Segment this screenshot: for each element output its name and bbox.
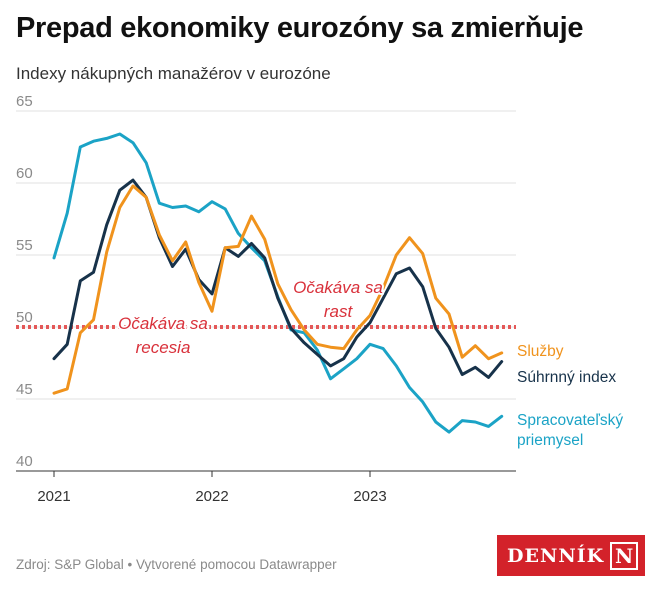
logo-n-mark: N [610,541,639,570]
dennik-n-logo[interactable]: DENNÍK N [497,535,645,576]
x-tick-label: 2022 [195,488,228,505]
x-tick-label: 2021 [37,488,70,505]
series-label: Spracovateľský [517,412,623,429]
chart-subtitle: Indexy nákupných manažérov v eurozóne [16,64,331,83]
source-footer: Zdroj: S&P Global • Vytvorené pomocou Da… [16,557,337,572]
series-label: priemysel [517,432,583,449]
annotation-label: rast [324,302,354,321]
x-tick-label: 2023 [353,488,386,505]
y-tick-label: 50 [16,309,33,326]
y-tick-label: 55 [16,237,33,254]
annotation-label: Očakáva sa [118,314,208,333]
series-label: Služby [517,343,564,360]
y-tick-label: 60 [16,165,33,182]
series-line-1 [52,178,504,379]
y-tick-label: 40 [16,453,33,470]
series-label: Súhrnný index [517,369,616,386]
annotation-label: recesia [136,338,191,357]
series-line-2 [52,184,504,395]
chart-title: Prepad ekonomiky eurozóny sa zmierňuje [16,12,584,44]
y-tick-label: 45 [16,381,33,398]
logo-text: DENNÍK [507,544,605,567]
annotation-label: Očakáva sa [293,278,383,297]
y-tick-label: 65 [16,93,33,110]
